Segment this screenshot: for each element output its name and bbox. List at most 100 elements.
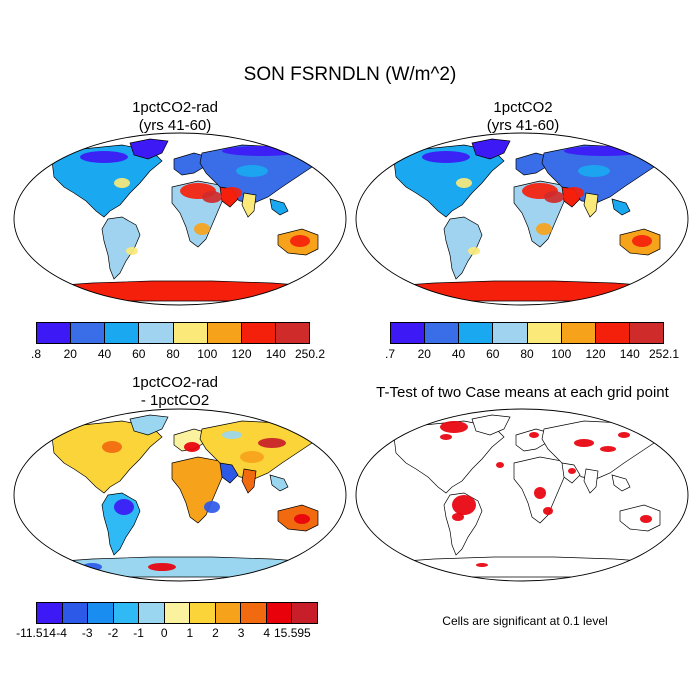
india-landmass [241, 192, 257, 218]
colorbar-tick-label: 100 [197, 347, 218, 361]
panel2-title-line2: (yrs 41-60) [486, 117, 560, 134]
seAsia-landmass [611, 474, 631, 492]
colorbar-tick-label: -1 [133, 626, 144, 640]
field-patch [422, 151, 470, 163]
panel3-colorbar-ticks: -11.514 -4 -3 -2 -1 0 1 2 3 4 15.595 [16, 626, 318, 642]
colorbar-swatch [105, 323, 140, 343]
india-landmass [583, 468, 599, 494]
panel2-colorbar [390, 322, 664, 344]
colorbar-swatch [595, 323, 630, 343]
colorbar-tick-label: 80 [520, 347, 534, 361]
colorbar-tick-label: 100 [551, 347, 572, 361]
colorbar-tick-label: 15.595 [274, 626, 311, 640]
india-landmass [583, 192, 599, 218]
greenland-landmass [471, 138, 511, 160]
australia-landmass [619, 504, 661, 532]
colorbar-tick-label: 140 [619, 347, 640, 361]
field-patch [536, 223, 552, 235]
seAsia-landmass [611, 198, 631, 216]
field-patch [634, 565, 646, 569]
panel1-colorbar [36, 322, 310, 344]
panel1-title-line2: (yrs 41-60) [138, 117, 212, 134]
field-patch [184, 442, 200, 452]
field-patch [640, 515, 652, 523]
greenland-landmass [129, 138, 169, 160]
panel3-colorbar [36, 602, 318, 624]
panel1-title: 1pctCO2-rad (yrs 41-60) [45, 99, 305, 135]
map-border [355, 132, 689, 306]
southAmerica-landmass [101, 216, 141, 280]
field-patch [80, 151, 128, 163]
colorbar-swatch [459, 323, 494, 343]
colorbar-tick-label: 40 [97, 347, 112, 361]
figure-title: SON FSRNDLN (W/m^2) [243, 64, 457, 85]
colorbar-tick-label: 3 [237, 626, 245, 640]
colorbar-tick-label: .7 [384, 347, 396, 361]
panel2-map [355, 132, 689, 306]
arabia-landmass [219, 462, 239, 484]
field-patch [102, 441, 122, 453]
colorbar-swatch [71, 323, 106, 343]
field-patch [440, 434, 452, 440]
panel3-title: 1pctCO2-rad - 1pctCO2 [45, 374, 305, 410]
colorbar-swatch [561, 323, 596, 343]
southAmerica-landmass [443, 216, 483, 280]
seAsia-landmass [269, 474, 289, 492]
colorbar-swatch [391, 323, 426, 343]
colorbar-swatch [37, 603, 63, 623]
field-patch [148, 563, 176, 571]
map-border [355, 408, 689, 582]
panel3-title-line2: - 1pctCO2 [140, 392, 210, 409]
field-patch [240, 451, 264, 463]
panel3-map [13, 408, 347, 582]
map-border [13, 408, 347, 582]
field-patch [202, 191, 222, 203]
field-patch [294, 514, 310, 524]
colorbar-tick-label: 1 [186, 626, 194, 640]
field-patch [204, 501, 220, 513]
field-patch [452, 495, 476, 515]
field-patch [194, 223, 210, 235]
field-patch [484, 286, 624, 296]
panel2-title: 1pctCO2 (yrs 41-60) [393, 99, 653, 135]
colorbar-tick-label: 80 [166, 347, 180, 361]
colorbar-tick-label: 4 [263, 626, 271, 640]
colorbar-swatch [113, 603, 140, 623]
colorbar-swatch [292, 603, 318, 623]
colorbar-swatch [241, 323, 276, 343]
colorbar-swatch [215, 603, 242, 623]
colorbar-tick-label: -4 [56, 626, 67, 640]
field-patch [452, 513, 464, 521]
field-patch [574, 439, 594, 447]
india-landmass [241, 468, 257, 494]
colorbar-swatch [139, 323, 174, 343]
colorbar-tick-label: 140 [265, 347, 286, 361]
colorbar-tick-label: 60 [132, 347, 146, 361]
field-patch [456, 178, 472, 188]
field-patch [290, 235, 310, 247]
panel1-colorbar-ticks: .8 20 40 60 80 100 120 140 250.2 [31, 347, 325, 363]
colorbar-swatch [266, 603, 293, 623]
colorbar-swatch [207, 323, 242, 343]
colorbar-tick-label: 0 [160, 626, 168, 640]
field-patch [142, 286, 282, 296]
colorbar-swatch [139, 603, 165, 623]
field-patch [114, 499, 134, 515]
field-patch [632, 235, 652, 247]
field-patch [440, 421, 468, 433]
colorbar-tick-label: -3 [81, 626, 93, 640]
seAsia-landmass [269, 198, 289, 216]
field-patch [578, 165, 610, 177]
field-patch [222, 431, 242, 439]
field-patch [126, 247, 138, 255]
colorbar-tick-label: 120 [231, 347, 252, 361]
field-patch [476, 563, 488, 567]
panel3-title-line1: 1pctCO2-rad [132, 374, 218, 391]
field-patch [258, 438, 286, 448]
europe-landmass [173, 152, 209, 176]
field-patch [222, 187, 242, 199]
field-patch [529, 432, 539, 438]
colorbar-tick-label: 20 [63, 347, 77, 361]
significance-note: Cells are significant at 0.1 level [442, 614, 608, 628]
europe-landmass [515, 152, 551, 176]
